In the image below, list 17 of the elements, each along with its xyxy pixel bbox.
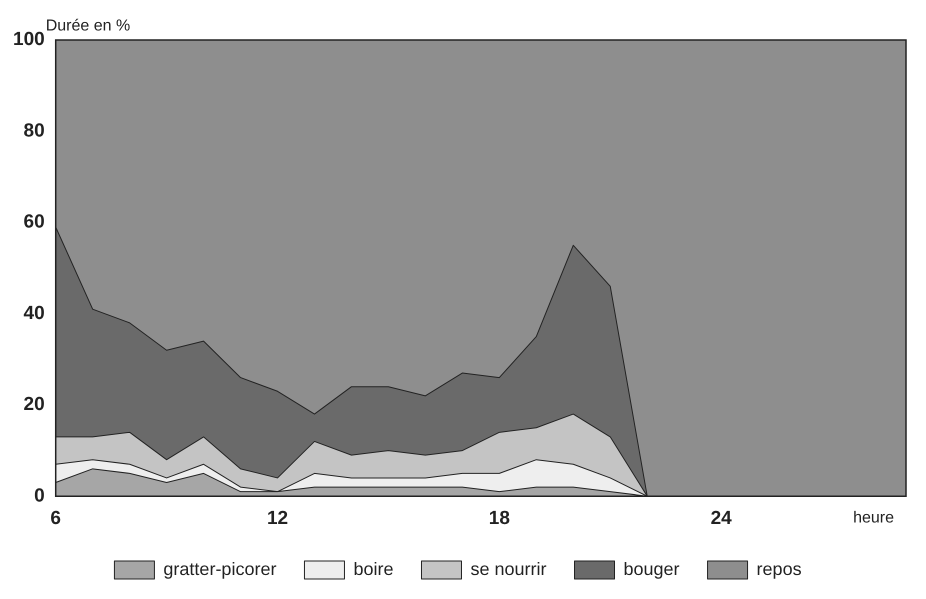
y-tick-label: 40 [24,302,45,324]
y-axis-title: Durée en % [46,17,130,34]
x-tick-label: 12 [266,508,288,529]
y-tick-label: 0 [34,485,45,506]
legend-label: bouger [624,558,680,579]
x-axis-title: heure [853,510,894,527]
y-tick-label: 20 [24,394,45,416]
legend-label: repos [756,558,802,579]
x-tick-label: 24 [710,508,732,529]
legend-label: boire [353,558,394,579]
y-tick-label: 100 [13,29,45,50]
x-tick-label: 6 [50,508,61,529]
legend-label: gratter-picorer [163,558,276,579]
legend-label: se nourrir [470,558,547,579]
y-tick-label: 80 [24,120,45,142]
y-tick-label: 60 [24,212,45,233]
x-tick-label: 18 [488,508,510,529]
